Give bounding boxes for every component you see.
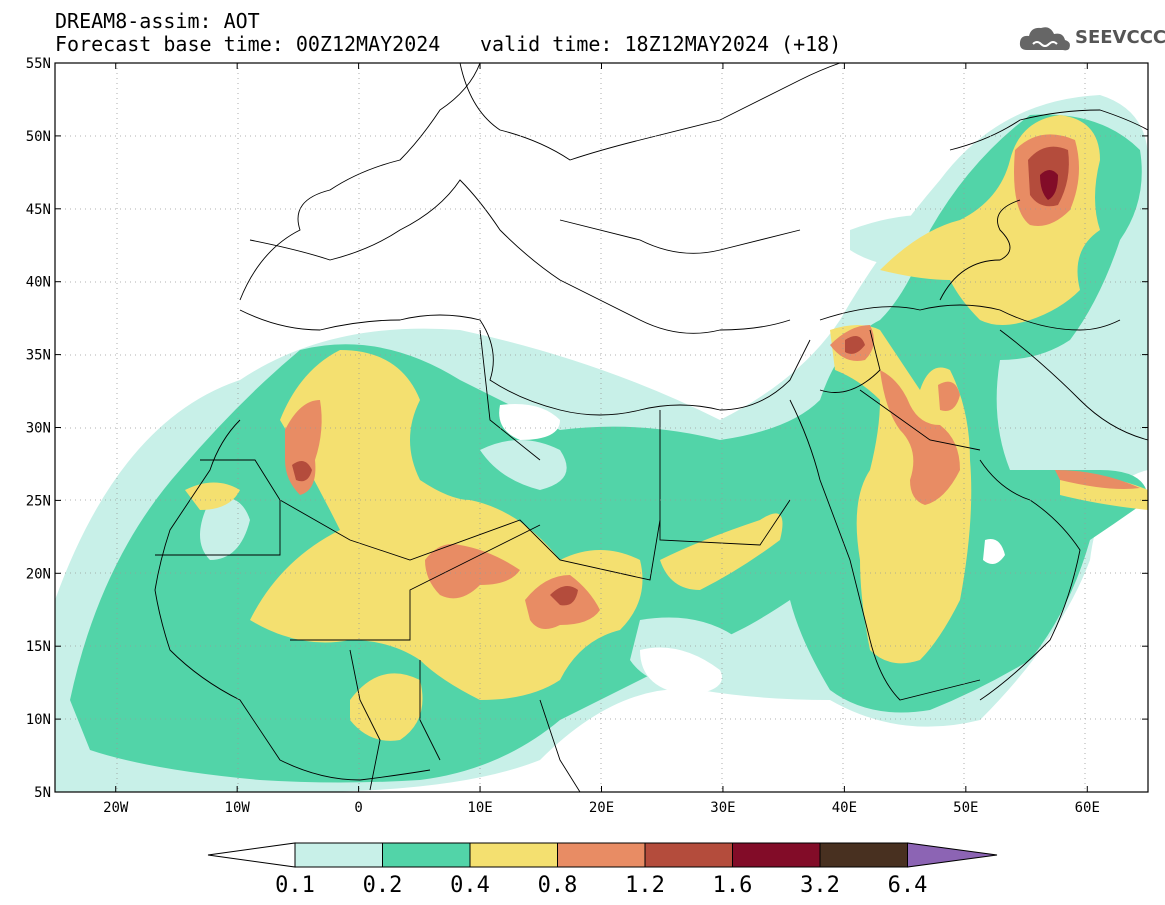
aot-field <box>55 63 1148 792</box>
lat-tick-label: 45N <box>26 202 51 218</box>
seevccc-logo: SEEVCCC <box>1017 22 1165 56</box>
colorbar-bin <box>732 842 821 868</box>
lon-tick-label: 30E <box>710 800 735 816</box>
longitude-axis: 20W 10W 0 10E 20E 30E 40E 50E 60E <box>103 63 1100 816</box>
map-title: DREAM8-assim: AOT <box>55 9 260 33</box>
colorbar-bin <box>382 842 471 868</box>
colorbar-high-arrow <box>907 842 998 868</box>
colorbar-label: 3.2 <box>800 873 840 898</box>
lat-tick-label: 30N <box>26 421 51 437</box>
colorbar-bin <box>644 842 733 868</box>
colorbar-label: 1.2 <box>625 873 665 898</box>
lat-tick-label: 25N <box>26 493 51 509</box>
colorbar-label: 0.2 <box>363 873 403 898</box>
colorbar-bin <box>557 842 646 868</box>
colorbar-bin <box>819 842 908 868</box>
lon-tick-label: 10E <box>467 800 492 816</box>
colorbar-label: 6.4 <box>888 873 928 898</box>
colorbar-bin <box>469 842 558 868</box>
coastlines-borders <box>154 63 1148 792</box>
lat-tick-label: 10N <box>26 712 51 728</box>
lat-tick-label: 40N <box>26 275 51 291</box>
lon-tick-label: 10W <box>225 800 251 816</box>
colorbar-label: 0.4 <box>450 873 490 898</box>
lat-tick-label: 15N <box>26 639 51 655</box>
cloud-icon <box>1019 27 1070 51</box>
lat-tick-label: 5N <box>34 785 51 801</box>
latitude-axis: 55N 50N 45N 40N 35N 30N 25N 20N 15N 10N 5N <box>26 56 1148 801</box>
colorbar-label: 0.8 <box>538 873 578 898</box>
lon-tick-label: 0 <box>354 800 362 816</box>
lat-tick-label: 50N <box>26 129 51 145</box>
lon-tick-label: 20E <box>589 800 614 816</box>
lon-tick-label: 20W <box>103 800 129 816</box>
lon-tick-label: 60E <box>1075 800 1100 816</box>
lon-tick-label: 50E <box>953 800 978 816</box>
aot-band-1.6-3.2 <box>1040 170 1058 200</box>
logo-text: SEEVCCC <box>1075 27 1165 48</box>
lat-tick-label: 20N <box>26 566 51 582</box>
colorbar-bin <box>294 842 383 868</box>
map-grid <box>55 63 1148 792</box>
lat-tick-label: 55N <box>26 56 51 72</box>
colorbar-label: 1.6 <box>713 873 753 898</box>
colorbar-low-arrow <box>207 842 296 868</box>
valid-time: valid time: 18Z12MAY2024 (+18) <box>480 32 842 56</box>
lon-tick-label: 40E <box>832 800 857 816</box>
colorbar: 0.1 0.2 0.4 0.8 1.2 1.6 3.2 6.4 <box>207 842 998 898</box>
lat-tick-label: 35N <box>26 348 51 364</box>
forecast-base-time: Forecast base time: 00Z12MAY2024 <box>55 32 441 56</box>
colorbar-label: 0.1 <box>275 873 315 898</box>
